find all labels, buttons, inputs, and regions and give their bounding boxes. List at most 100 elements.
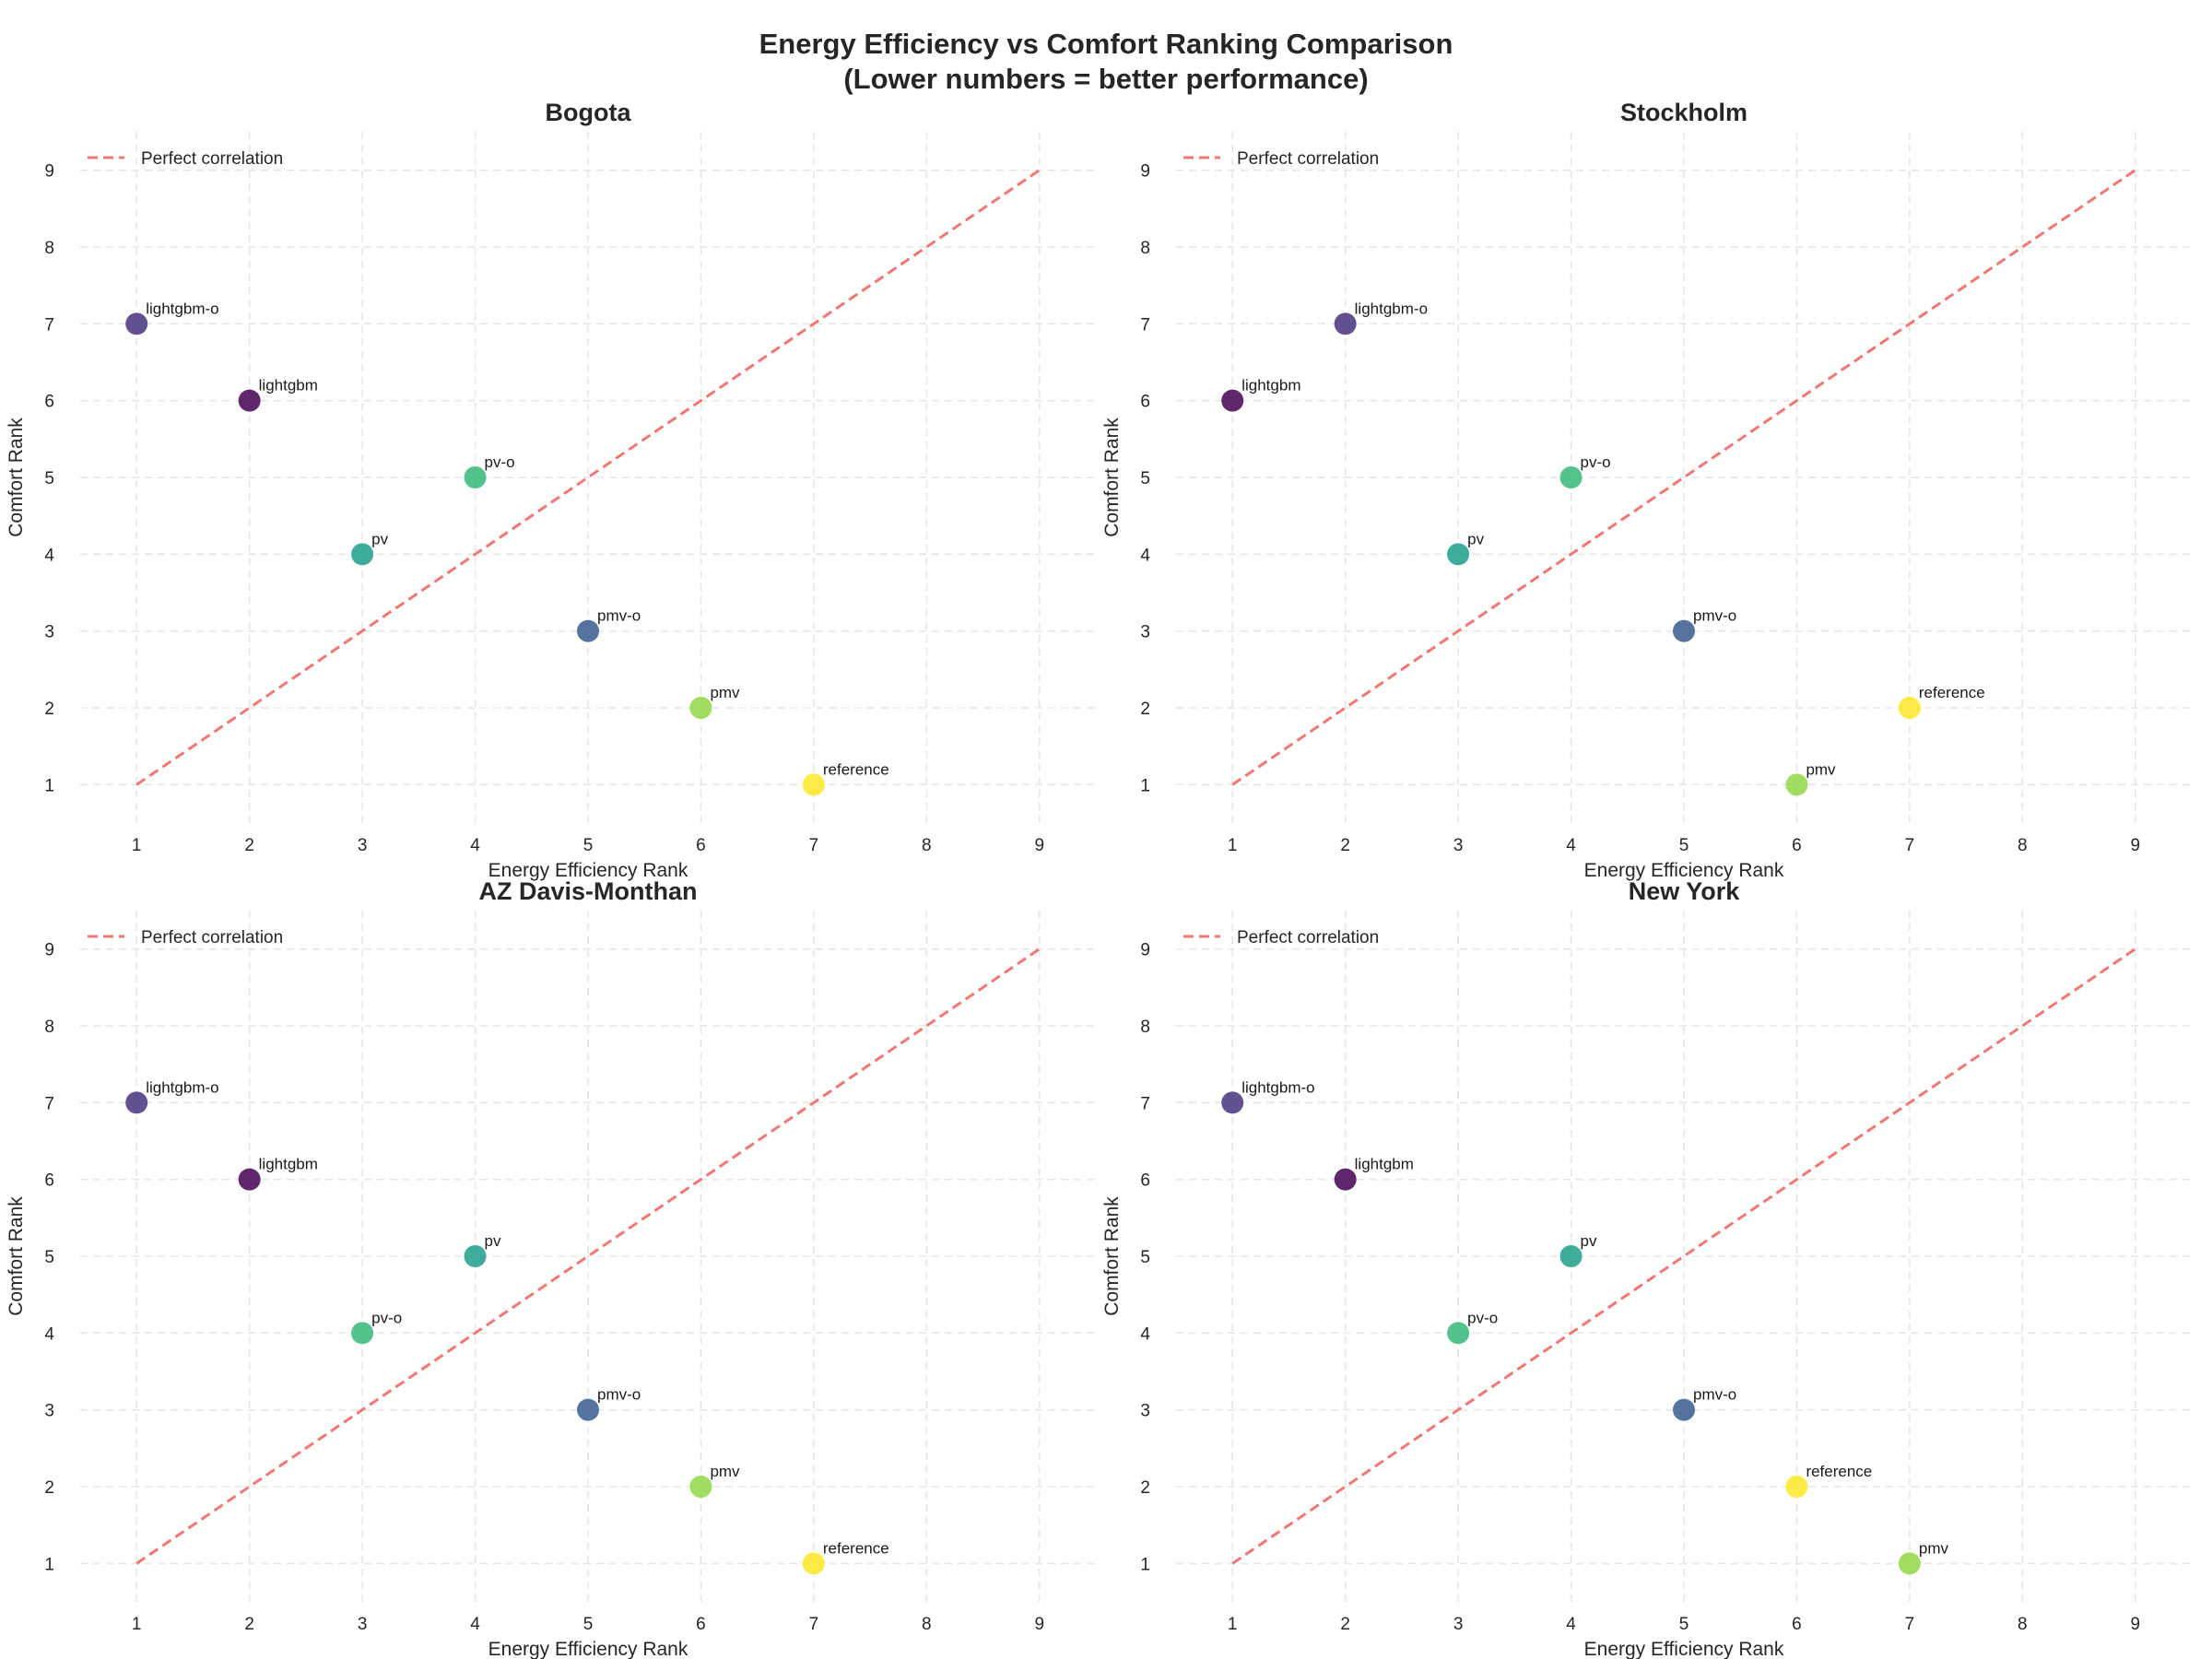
data-point-lightgbm-o bbox=[125, 1091, 148, 1114]
y-tick-label: 2 bbox=[44, 700, 54, 719]
x-tick-label: 5 bbox=[1679, 1615, 1689, 1634]
figure-subtitle: (Lower numbers = better performance) bbox=[843, 63, 1368, 95]
data-point-pv-o bbox=[1447, 1322, 1470, 1345]
point-label: pv bbox=[1581, 1232, 1597, 1250]
x-tick-label: 9 bbox=[2130, 1615, 2140, 1634]
x-tick-label: 1 bbox=[132, 836, 142, 855]
y-tick-label: 1 bbox=[44, 1555, 54, 1574]
y-tick-label: 8 bbox=[1140, 239, 1150, 258]
point-label: pmv bbox=[710, 1463, 740, 1480]
point-label: pv-o bbox=[485, 453, 515, 471]
y-axis-label: Comfort Rank bbox=[1101, 418, 1123, 537]
data-point-lightgbm bbox=[238, 1168, 261, 1191]
point-label: lightgbm-o bbox=[146, 1078, 218, 1096]
point-label: reference bbox=[823, 760, 889, 778]
x-tick-label: 7 bbox=[1905, 836, 1915, 855]
y-tick-label: 1 bbox=[1140, 1555, 1150, 1574]
x-tick-label: 3 bbox=[1453, 836, 1464, 855]
data-point-lightgbm bbox=[238, 389, 261, 412]
x-tick-label: 7 bbox=[809, 836, 819, 855]
x-axis-label: Energy Efficiency Rank bbox=[488, 1639, 688, 1659]
data-point-lightgbm-o bbox=[125, 312, 148, 335]
x-tick-label: 1 bbox=[1228, 1615, 1238, 1634]
y-tick-label: 3 bbox=[44, 1402, 54, 1421]
legend-entry: Perfect correlation bbox=[141, 928, 283, 947]
data-point-pmv-o bbox=[1673, 619, 1695, 642]
data-point-pv-o bbox=[1559, 466, 1583, 488]
x-tick-label: 6 bbox=[696, 1615, 706, 1634]
y-tick-label: 5 bbox=[1140, 469, 1150, 488]
x-tick-label: 4 bbox=[1566, 1615, 1576, 1634]
y-tick-label: 2 bbox=[1140, 1478, 1150, 1498]
y-axis-label: Comfort Rank bbox=[6, 418, 27, 537]
point-label: lightgbm-o bbox=[146, 300, 218, 317]
y-tick-label: 5 bbox=[1140, 1248, 1150, 1267]
x-tick-label: 5 bbox=[583, 1615, 594, 1634]
data-point-pv bbox=[1447, 543, 1470, 566]
y-tick-label: 7 bbox=[44, 1094, 54, 1113]
y-tick-label: 3 bbox=[44, 623, 54, 642]
scatter-panel: 1 2 3 4 5 6 7 8 9 1 2 3 4 5 6 7 8 9 Energy Efficiency Rank… bbox=[6, 99, 1096, 881]
point-label: pv-o bbox=[1467, 1309, 1498, 1326]
data-point-pv bbox=[1559, 1245, 1583, 1267]
y-tick-label: 6 bbox=[1140, 393, 1150, 412]
x-tick-label: 2 bbox=[1340, 836, 1350, 855]
x-tick-label: 4 bbox=[470, 836, 480, 855]
y-tick-label: 7 bbox=[1140, 1094, 1150, 1113]
y-tick-label: 7 bbox=[44, 315, 54, 335]
x-tick-label: 1 bbox=[1228, 836, 1238, 855]
legend-entry: Perfect correlation bbox=[141, 149, 283, 169]
x-tick-label: 8 bbox=[922, 1615, 932, 1634]
point-label: reference bbox=[1919, 684, 1985, 701]
legend-entry: Perfect correlation bbox=[1237, 149, 1379, 169]
data-point-reference bbox=[1898, 697, 1921, 719]
point-label: reference bbox=[823, 1539, 889, 1557]
y-tick-label: 4 bbox=[1140, 1324, 1150, 1344]
y-tick-label: 4 bbox=[1140, 546, 1150, 565]
point-label: pmv-o bbox=[597, 607, 641, 625]
point-label: pmv-o bbox=[1693, 607, 1736, 625]
y-tick-label: 1 bbox=[44, 776, 54, 795]
point-label: lightgbm bbox=[1355, 1156, 1414, 1173]
panel-title: Bogota bbox=[546, 99, 632, 126]
y-tick-label: 1 bbox=[1140, 776, 1150, 795]
x-tick-label: 9 bbox=[2130, 836, 2140, 855]
x-axis-label: Energy Efficiency Rank bbox=[1584, 860, 1784, 881]
y-tick-label: 2 bbox=[1140, 700, 1150, 719]
y-tick-label: 8 bbox=[1140, 1018, 1150, 1037]
panel-title: Stockholm bbox=[1620, 99, 1747, 126]
y-tick-label: 9 bbox=[44, 941, 54, 960]
figure-title: Energy Efficiency vs Comfort Ranking Com… bbox=[759, 28, 1453, 60]
x-axis-label: Energy Efficiency Rank bbox=[1584, 1639, 1784, 1659]
y-tick-label: 5 bbox=[44, 469, 54, 488]
data-point-reference bbox=[802, 1552, 825, 1575]
scatter-panel: 1 2 3 4 5 6 7 8 9 1 2 3 4 5 6 7 8 9 Energy Efficiency Rank… bbox=[1101, 877, 2192, 1659]
x-tick-label: 5 bbox=[1679, 836, 1689, 855]
x-tick-label: 1 bbox=[132, 1615, 142, 1634]
x-tick-label: 6 bbox=[1792, 836, 1802, 855]
data-point-lightgbm bbox=[1221, 389, 1244, 412]
point-label: pv-o bbox=[1581, 453, 1611, 471]
scatter-panel: 1 2 3 4 5 6 7 8 9 1 2 3 4 5 6 7 8 9 Energy Efficiency Rank… bbox=[6, 877, 1096, 1659]
x-tick-label: 9 bbox=[1034, 1615, 1044, 1634]
legend-entry: Perfect correlation bbox=[1237, 928, 1379, 947]
y-tick-label: 6 bbox=[44, 1171, 54, 1191]
data-point-pv bbox=[464, 1245, 487, 1267]
y-tick-label: 9 bbox=[1140, 941, 1150, 960]
point-label: pv bbox=[1467, 530, 1484, 547]
chart-panels: 1 2 3 4 5 6 7 8 9 1 2 3 4 5 6 7 8 9 Energy Efficiency Rank… bbox=[6, 99, 2192, 1659]
x-tick-label: 7 bbox=[1905, 1615, 1915, 1634]
y-tick-label: 2 bbox=[44, 1478, 54, 1498]
point-label: pv bbox=[371, 530, 388, 547]
data-point-lightgbm bbox=[1334, 1168, 1357, 1191]
x-tick-label: 6 bbox=[696, 836, 706, 855]
data-point-pmv bbox=[689, 697, 712, 719]
data-point-lightgbm-o bbox=[1334, 312, 1357, 335]
y-tick-label: 6 bbox=[44, 393, 54, 412]
scatter-panel: 1 2 3 4 5 6 7 8 9 1 2 3 4 5 6 7 8 9 Energy Efficiency Rank… bbox=[1101, 99, 2192, 881]
point-label: lightgbm-o bbox=[1241, 1078, 1314, 1096]
data-point-pmv-o bbox=[577, 619, 599, 642]
x-tick-label: 4 bbox=[470, 1615, 480, 1634]
point-label: pmv-o bbox=[1693, 1386, 1736, 1404]
y-tick-label: 4 bbox=[44, 1324, 54, 1344]
